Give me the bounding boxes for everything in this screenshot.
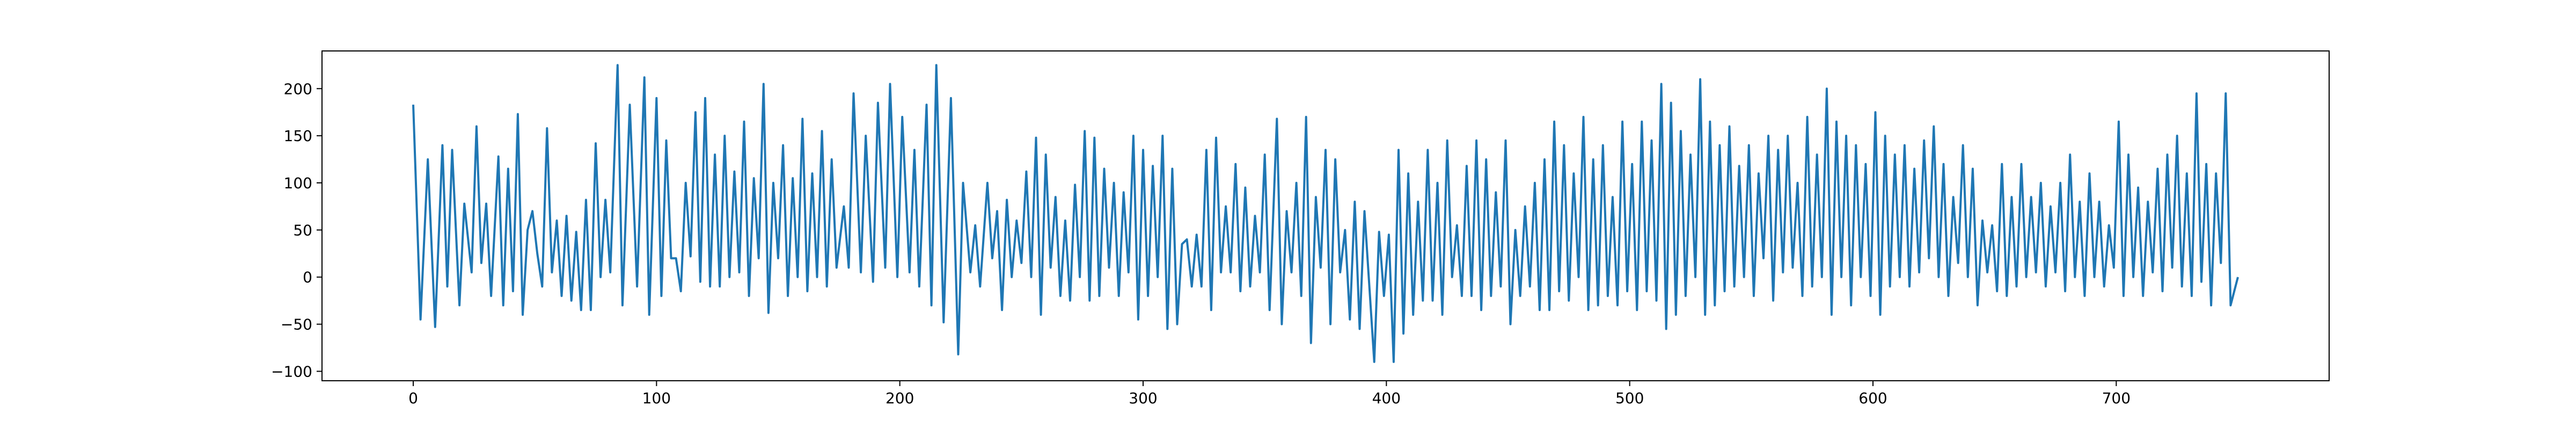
x-tick-label: 0: [408, 389, 418, 407]
x-tick-label: 600: [1858, 389, 1887, 407]
x-tick-label: 500: [1615, 389, 1644, 407]
y-tick-label: 100: [284, 174, 312, 192]
x-tick-label: 300: [1129, 389, 1157, 407]
x-tick-label: 700: [2102, 389, 2131, 407]
series-line-0: [412, 64, 2239, 363]
y-tick-label: −100: [271, 363, 312, 380]
plot-area: [412, 64, 2239, 363]
y-axis: −100 −50 0 50 100 150 200: [271, 80, 322, 380]
y-tick-label: 150: [284, 127, 312, 145]
x-axis: 0 100 200 300 400 500 600 700: [408, 381, 2131, 407]
x-tick-label: 400: [1372, 389, 1401, 407]
y-tick-label: 200: [284, 80, 312, 98]
x-tick-label: 100: [642, 389, 671, 407]
y-tick-label: 0: [303, 269, 312, 286]
y-tick-label: −50: [281, 316, 312, 334]
y-tick-label: 50: [293, 221, 312, 239]
x-tick-label: 200: [885, 389, 914, 407]
axes-frame: [321, 50, 2330, 381]
